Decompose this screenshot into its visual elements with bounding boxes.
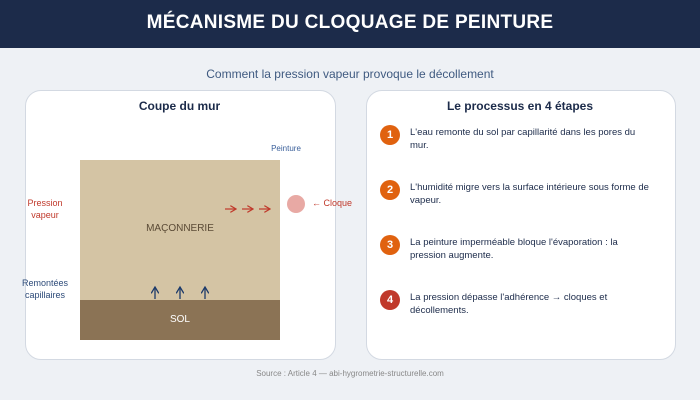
step-number: 4: [380, 290, 400, 310]
paint-label: Peinture: [271, 144, 301, 153]
masonry-label: MAÇONNERIE: [146, 223, 214, 234]
step-number: 1: [380, 125, 400, 145]
subtitle: Comment la pression vapeur provoque le d…: [206, 67, 494, 81]
blister: [287, 195, 305, 213]
step-text: La peinture imperméable bloque l'évapora…: [410, 237, 618, 261]
capillary-label: Remontées capillaires: [21, 278, 69, 300]
blister-label: ← Cloque: [312, 198, 353, 208]
process-title: Le processus en 4 étapes: [446, 99, 594, 113]
process-card: [366, 90, 676, 360]
vapor-label: Pression vapeur: [27, 198, 63, 220]
step-text: L'eau remonte du sol par capillarité dan…: [410, 127, 636, 151]
header-title: MÉCANISME DU CLOQUAGE DE PEINTURE: [0, 0, 700, 48]
ground-block: [80, 300, 280, 340]
wall-title: Coupe du mur: [138, 99, 221, 113]
step-number: 3: [380, 235, 400, 255]
source: Source : Article 4 — abi-hygrometrie-str…: [256, 369, 444, 378]
masonry-block: [80, 160, 280, 300]
ground-label: SOL: [169, 314, 190, 325]
step-number: 2: [380, 180, 400, 200]
step-text: L'humidité migre vers la surface intérie…: [410, 182, 649, 206]
step-text: La pression dépasse l'adhérence → cloque…: [410, 292, 608, 316]
capillary-arrows: [155, 287, 205, 299]
